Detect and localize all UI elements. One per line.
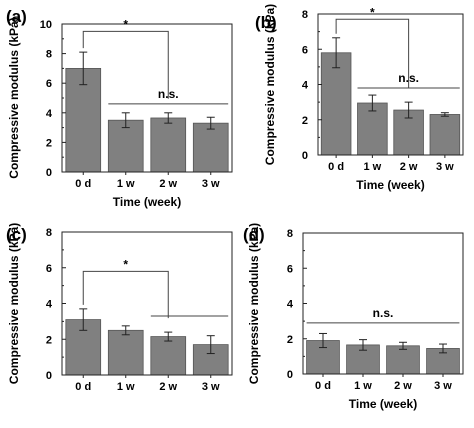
panel-label: (a) (6, 7, 27, 26)
ns-label: n.s. (398, 71, 419, 85)
y-tick-label: 8 (46, 227, 52, 239)
y-tick-label: 0 (302, 150, 308, 162)
panel-label: (b) (255, 13, 277, 32)
bar (386, 345, 420, 375)
y-tick-label: 0 (287, 369, 293, 381)
ns-label: n.s. (158, 87, 179, 101)
y-tick-label: 2 (287, 334, 293, 346)
y-tick-label: 4 (302, 80, 309, 92)
y-tick-label: 2 (302, 115, 308, 127)
y-axis-title: Compressive modulus (kPa) (7, 223, 21, 384)
significance-bracket (82, 270, 169, 319)
y-tick-label: 8 (302, 9, 308, 21)
significance-bracket (82, 30, 169, 99)
significance-star: * (370, 5, 375, 19)
ns-label: n.s. (373, 306, 394, 320)
x-tick-label: 3 w (436, 161, 454, 173)
x-tick-label: 0 d (75, 381, 91, 393)
x-tick-label: 0 d (75, 178, 91, 190)
bar (429, 114, 461, 156)
x-axis-title: Time (week) (356, 178, 424, 192)
bar (65, 68, 102, 173)
significance-star: * (123, 17, 128, 31)
bar (357, 102, 388, 156)
x-tick-label: 3 w (202, 178, 220, 190)
panel-label: (d) (243, 225, 265, 244)
y-tick-label: 6 (302, 44, 308, 56)
bar (192, 122, 229, 173)
y-tick-label: 10 (40, 19, 52, 31)
x-tick-label: 2 w (400, 161, 418, 173)
y-tick-label: 6 (287, 263, 293, 275)
x-tick-label: 0 d (328, 161, 344, 173)
x-tick-label: 2 w (159, 381, 177, 393)
x-tick-label: 1 w (364, 161, 382, 173)
x-tick-label: 3 w (434, 380, 452, 392)
y-axis-title: Compressive modulus (kPa) (7, 17, 21, 178)
y-axis-title: Compressive modulus (kPa) (263, 4, 277, 165)
bar (150, 336, 187, 376)
x-tick-label: 2 w (159, 178, 177, 190)
y-tick-label: 4 (46, 299, 53, 311)
x-tick-label: 0 d (315, 380, 331, 392)
panel-label: (c) (6, 225, 27, 244)
bar (150, 117, 187, 173)
y-tick-label: 2 (46, 137, 52, 149)
y-tick-label: 2 (46, 334, 52, 346)
x-tick-label: 1 w (354, 380, 372, 392)
significance-bracket (335, 18, 410, 89)
y-tick-label: 0 (46, 167, 52, 179)
x-tick-label: 1 w (117, 381, 135, 393)
y-tick-label: 8 (287, 228, 293, 240)
bar (107, 329, 144, 376)
y-tick-label: 4 (46, 108, 53, 120)
y-tick-label: 6 (46, 78, 52, 90)
x-axis-title: Time (week) (349, 397, 417, 411)
x-tick-label: 2 w (394, 380, 412, 392)
significance-star: * (123, 257, 128, 271)
y-axis-title: Compressive modulus (kPa) (247, 223, 261, 384)
bar (320, 52, 352, 156)
x-tick-label: 1 w (117, 178, 135, 190)
y-tick-label: 0 (46, 370, 52, 382)
y-tick-label: 8 (46, 49, 52, 61)
y-tick-label: 4 (287, 299, 294, 311)
x-axis-title: Time (week) (113, 195, 181, 209)
y-tick-label: 6 (46, 263, 52, 275)
x-tick-label: 3 w (202, 381, 220, 393)
